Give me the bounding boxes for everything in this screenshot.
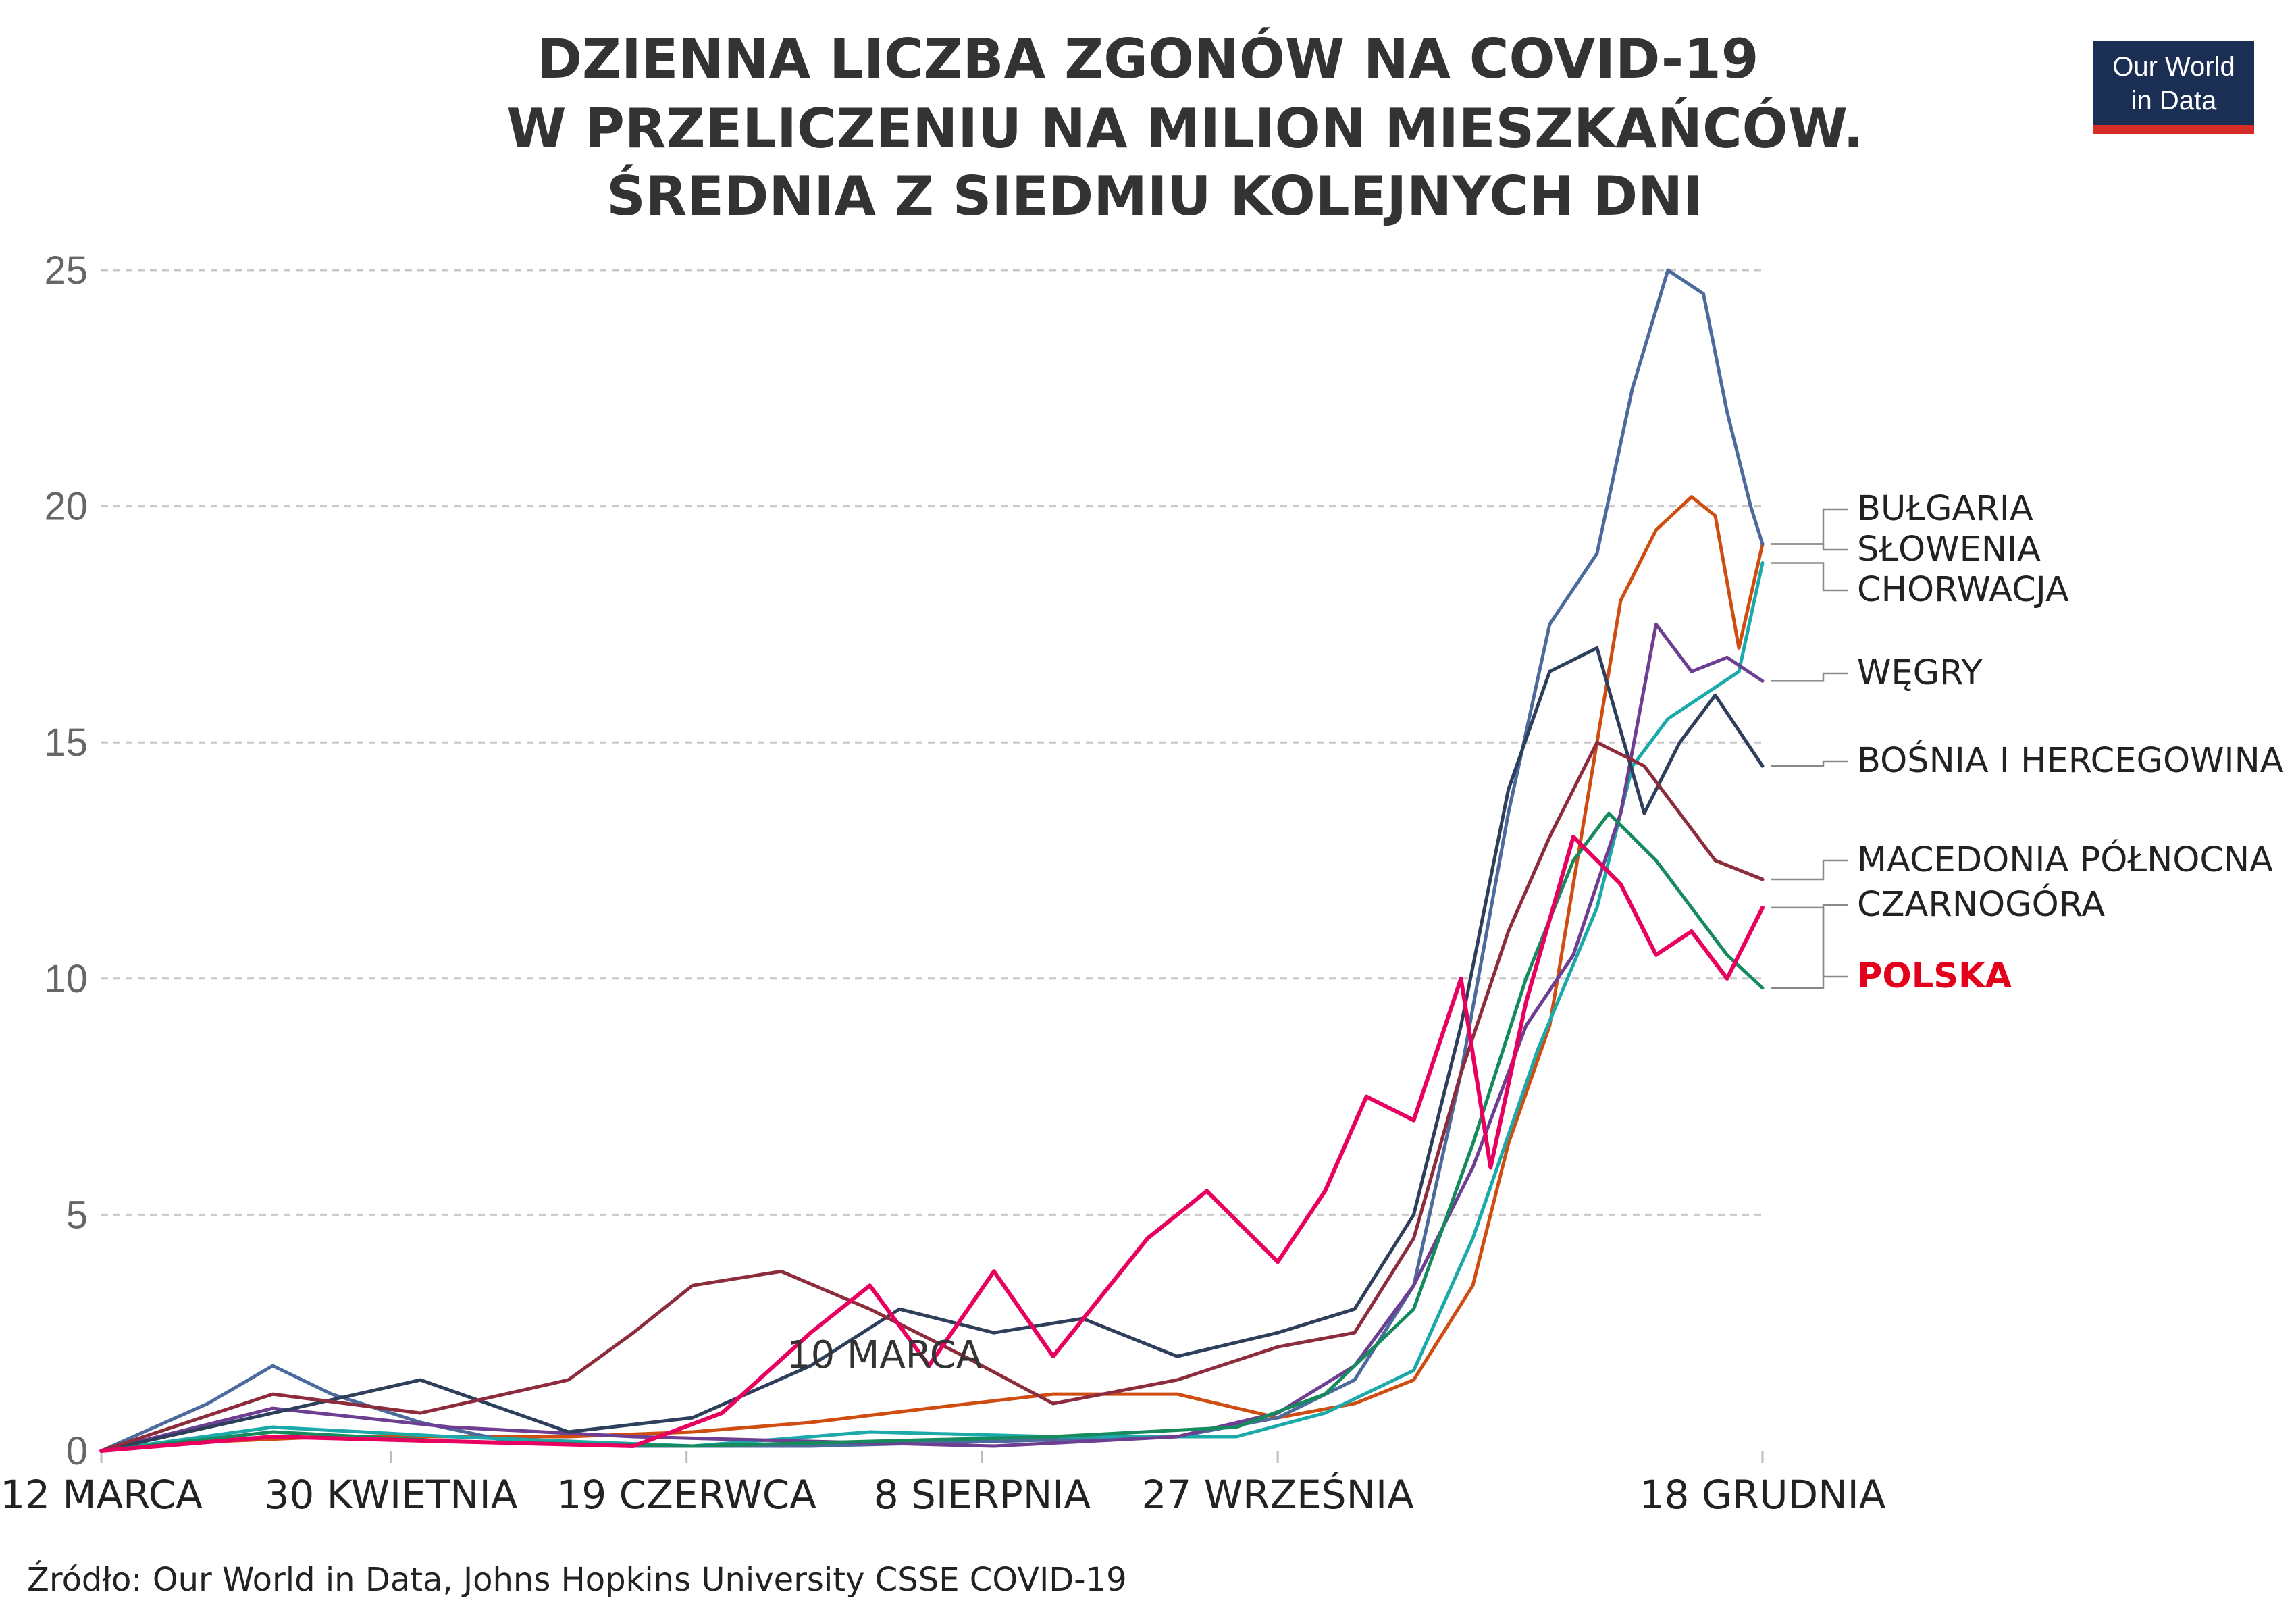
label-connector xyxy=(1771,562,1848,592)
x-axis-ticks: 12 MARCA 30 KWIETNIA 19 CZERWCA 8 SIERPNIA 2… xyxy=(0,1451,1886,1518)
series-label: MACEDONIA PÓŁNOCNA xyxy=(1857,838,2273,880)
grid xyxy=(101,269,1763,1216)
y-tick-label: 5 xyxy=(66,1193,88,1237)
label-connector xyxy=(1771,543,1848,551)
title-line-3: ŚREDNIA Z SIEDMIU KOLEJNYCH DNI xyxy=(606,164,1703,228)
series-line-węgry xyxy=(99,622,1765,1453)
logo-line-2: in Data xyxy=(2131,86,2217,115)
label-connector xyxy=(1771,904,1848,989)
y-tick-label: 25 xyxy=(44,249,88,292)
series-label: CHORWACJA xyxy=(1857,570,2069,610)
label-connector xyxy=(1771,859,1848,881)
logo-accent-bar xyxy=(2093,125,2254,134)
series-line-słowenia xyxy=(99,268,1765,1453)
series-line-polska xyxy=(99,835,1765,1453)
series-label: WĘGRY xyxy=(1857,653,1983,693)
y-tick-label: 10 xyxy=(44,957,88,1001)
series-label: BUŁGARIA xyxy=(1857,489,2033,529)
series-label: SŁOWENIA xyxy=(1857,530,2041,569)
logo-background xyxy=(2093,41,2254,125)
y-tick-label: 15 xyxy=(44,721,88,765)
owid-logo: Our World in Data xyxy=(2093,41,2254,134)
title-line-1: DZIENNA LICZBA ZGONÓW NA COVID-19 xyxy=(538,27,1759,91)
series-line-bośnia-i-hercegowina xyxy=(99,646,1765,1453)
y-tick-label: 20 xyxy=(44,485,88,529)
label-connector xyxy=(1771,672,1848,682)
logo-line-1: Our World xyxy=(2112,52,2235,82)
series-label: POLSKA xyxy=(1857,956,2012,996)
x-tick-label: 12 MARCA xyxy=(0,1472,203,1518)
annotation-10-marca: 10 MARCA xyxy=(787,1333,982,1377)
y-tick-label: 0 xyxy=(66,1429,88,1473)
series-label: BOŚNIA I HERCEGOWINA xyxy=(1857,739,2284,781)
x-tick-label: 8 SIERPNIA xyxy=(874,1472,1091,1518)
series-line-bułgaria xyxy=(99,495,1765,1453)
source-note: Źródło: Our World in Data, Johns Hopkins… xyxy=(27,1560,1127,1599)
chart-title: DZIENNA LICZBA ZGONÓW NA COVID-19 W PRZE… xyxy=(506,27,1864,228)
title-line-2: W PRZELICZENIU NA MILION MIESZKAŃCÓW. xyxy=(506,97,1864,160)
series-label: CZARNOGÓRA xyxy=(1857,883,2105,925)
x-tick-label: 27 WRZEŚNIA xyxy=(1142,1471,1415,1518)
x-tick-label: 19 CZERWCA xyxy=(556,1472,816,1518)
label-connector xyxy=(1771,508,1848,545)
label-connector xyxy=(1771,906,1848,978)
series-lines xyxy=(99,268,1765,1453)
y-axis-ticks: 0 5 10 15 20 25 xyxy=(44,249,88,1473)
x-tick-label: 30 KWIETNIA xyxy=(265,1472,518,1518)
series-line-macedonia-północna xyxy=(99,740,1765,1453)
x-tick-label: 18 GRUDNIA xyxy=(1640,1472,1886,1518)
label-connector xyxy=(1771,760,1848,767)
